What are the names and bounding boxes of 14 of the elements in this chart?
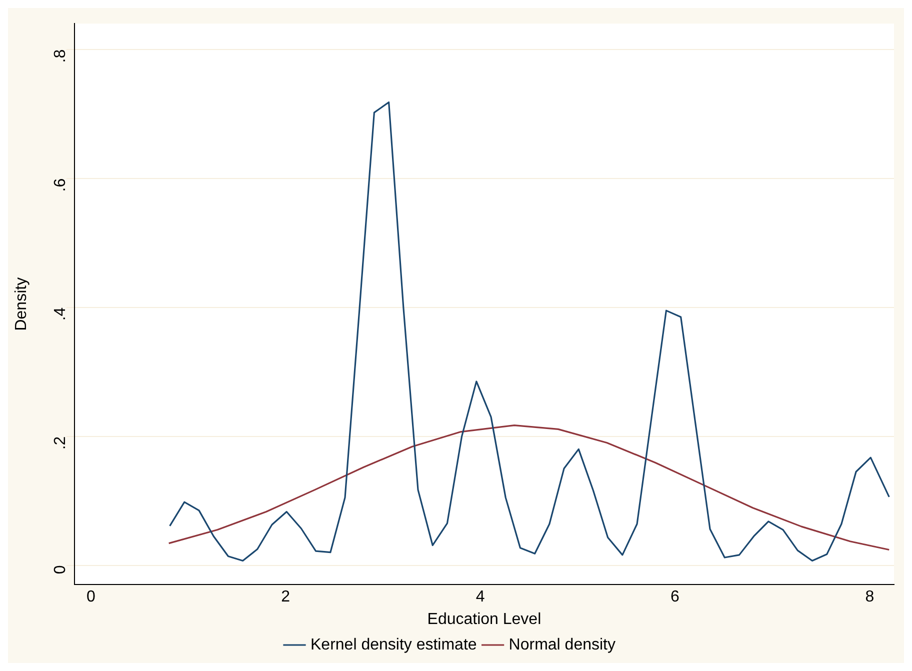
y-tick-label: .4 [52,307,69,321]
x-tick-label: 8 [865,588,874,606]
legend-label: Normal density [508,636,616,654]
x-tick-label: 0 [86,588,96,606]
x-tick-label: 4 [476,588,485,606]
y-tick-label: .2 [52,436,69,450]
x-tick-label: 6 [670,588,680,606]
y-axis-title: Density [13,277,30,331]
x-axis-title: Education Level [427,610,542,628]
y-tick-label: 0 [52,565,69,574]
x-tick-label: 2 [281,588,290,606]
y-tick-label: .8 [52,49,69,63]
y-tick-label: .6 [52,178,69,192]
legend-label: Kernel density estimate [310,636,477,654]
